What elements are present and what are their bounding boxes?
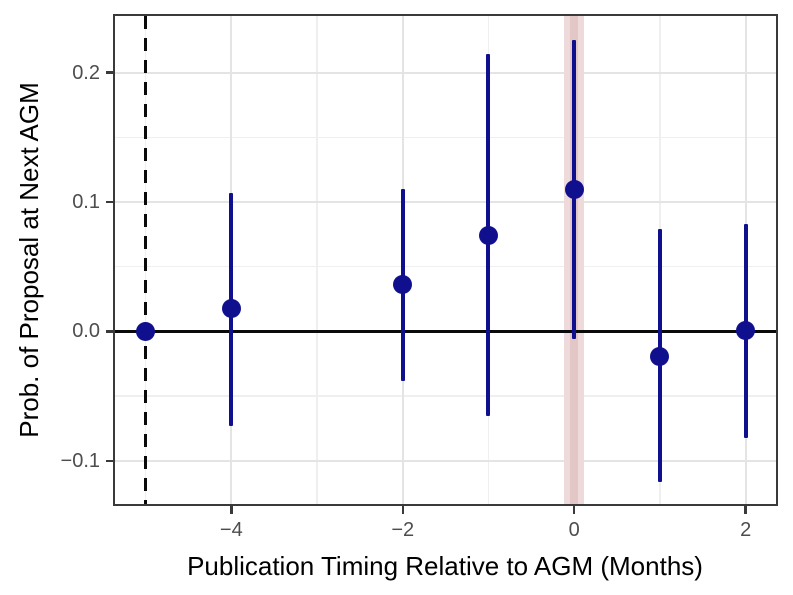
data-point — [393, 275, 413, 295]
x-tick-mark — [401, 506, 405, 514]
data-point — [564, 179, 584, 199]
y-tick-label: 0.0 — [72, 320, 100, 343]
x-axis-title: Publication Timing Relative to AGM (Mont… — [187, 551, 703, 581]
y-tick-mark — [106, 330, 113, 333]
zero-line — [115, 329, 776, 333]
h-gridline-major — [115, 459, 776, 462]
h-gridline-minor — [115, 395, 776, 397]
x-tick-label: −4 — [219, 519, 243, 541]
h-gridline-minor — [115, 265, 776, 268]
x-tick-label: 2 — [740, 519, 752, 541]
x-tick-mark — [744, 506, 747, 514]
y-tick-label: 0.1 — [72, 191, 100, 213]
data-point — [221, 298, 241, 318]
y-axis-title: Prob. of Proposal at Next AGM — [14, 82, 44, 438]
y-tick-label: 0.2 — [72, 61, 100, 84]
data-point — [736, 320, 756, 340]
y-tick-mark — [106, 459, 113, 463]
y-tick-mark — [106, 71, 113, 74]
x-tick-mark — [230, 506, 233, 514]
plot-panel — [113, 14, 778, 506]
h-gridline-major — [115, 71, 776, 74]
h-gridline-major — [115, 201, 776, 203]
plot-area — [115, 16, 776, 504]
x-tick-label: −2 — [391, 519, 415, 541]
data-point — [136, 321, 156, 341]
data-point — [650, 346, 670, 366]
v-gridline-minor — [316, 16, 318, 504]
x-tick-mark — [572, 506, 576, 514]
data-point — [478, 226, 498, 246]
h-gridline-minor — [115, 136, 776, 139]
reference-dashed-line — [144, 16, 148, 504]
x-tick-label: 0 — [568, 519, 580, 541]
y-tick-mark — [106, 200, 113, 204]
y-tick-label: −0.1 — [60, 449, 100, 472]
